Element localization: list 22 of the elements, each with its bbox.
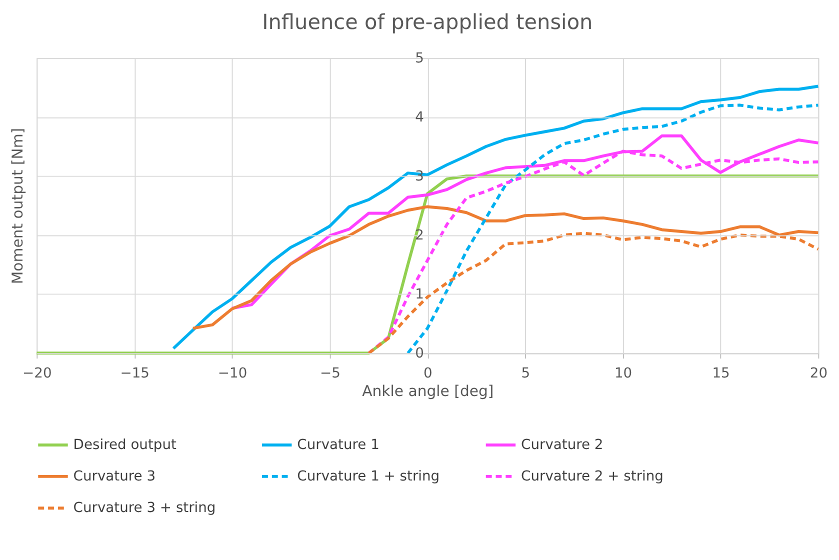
- legend-label: Desired output: [73, 436, 177, 453]
- legend-label: Curvature 3: [73, 468, 156, 484]
- legend-label: Curvature 3 + string: [73, 500, 216, 516]
- x-tick-label: 15: [712, 365, 730, 382]
- y-tick-label: 0: [415, 346, 424, 362]
- legend-label: Curvature 2 + string: [521, 468, 664, 484]
- x-tick-label: −20: [22, 365, 52, 382]
- x-axis-title: Ankle angle [deg]: [362, 382, 494, 400]
- x-tick-label: 20: [810, 365, 828, 382]
- y-tick-label: 5: [415, 50, 424, 66]
- y-tick-label: 1: [415, 286, 424, 303]
- legend-label: Curvature 1 + string: [297, 468, 440, 484]
- x-tick-label: 5: [521, 365, 530, 382]
- y-axis-title: Moment output [Nm]: [8, 128, 26, 284]
- y-tick-label: 4: [415, 109, 424, 126]
- x-tick-label: −15: [120, 365, 150, 382]
- legend-label: Curvature 2: [521, 436, 604, 453]
- legend-label: Curvature 1: [297, 436, 380, 453]
- x-tick-label: −10: [218, 365, 248, 382]
- x-tick-label: 10: [614, 365, 632, 382]
- chart-title: Influence of pre-applied tension: [262, 10, 593, 34]
- x-tick-label: −5: [320, 365, 340, 382]
